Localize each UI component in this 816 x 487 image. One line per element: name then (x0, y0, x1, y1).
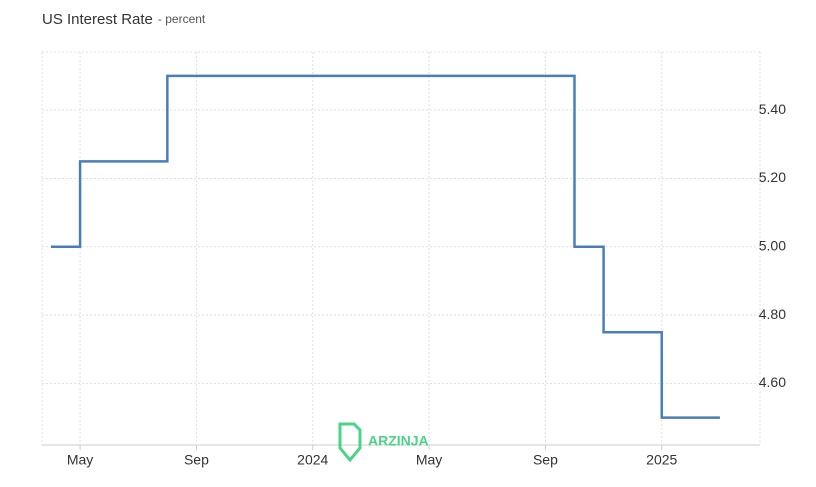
y-tick-label: 5.00 (759, 237, 786, 253)
subtitle: - percent (158, 12, 206, 26)
title: US Interest Rate (42, 11, 153, 28)
watermark-logo: ARZINJA (338, 422, 429, 463)
x-tick-label: May (416, 452, 442, 468)
x-tick-label: 2025 (646, 452, 677, 468)
y-tick-label: 5.40 (759, 101, 786, 117)
watermark: ARZINJA (368, 433, 429, 449)
x-tick-label: May (67, 452, 93, 468)
chart-title: US Interest Rate - percent (42, 11, 206, 28)
y-tick-label: 5.20 (759, 169, 786, 185)
y-tick-label: 4.60 (759, 374, 786, 390)
y-tick-label: 4.80 (759, 306, 786, 322)
line (51, 74, 720, 419)
x-tick-label: 2024 (297, 452, 328, 468)
x-tick-label: Sep (184, 452, 209, 468)
x-tick-label: Sep (533, 452, 558, 468)
